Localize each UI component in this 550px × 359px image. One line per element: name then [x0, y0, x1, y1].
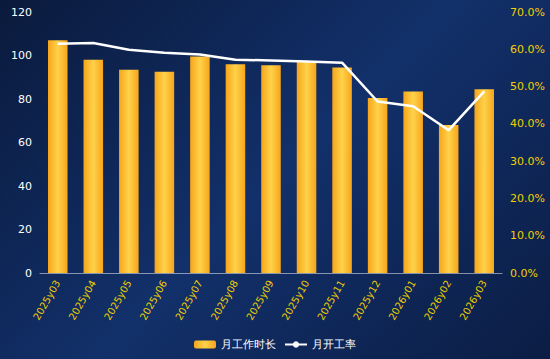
svg-text:2025y11: 2025y11	[315, 278, 347, 322]
svg-text:2025y08: 2025y08	[209, 278, 241, 322]
svg-text:50.0%: 50.0%	[510, 80, 545, 93]
svg-text:10.0%: 10.0%	[510, 229, 545, 242]
svg-text:120: 120	[11, 6, 32, 19]
svg-text:2026y01: 2026y01	[386, 278, 418, 322]
svg-text:2025y06: 2025y06	[138, 278, 170, 322]
svg-text:2026y03: 2026y03	[457, 278, 489, 322]
svg-text:60.0%: 60.0%	[510, 43, 545, 56]
svg-text:30.0%: 30.0%	[510, 155, 545, 168]
svg-text:20.0%: 20.0%	[510, 192, 545, 205]
svg-text:0: 0	[25, 267, 32, 280]
svg-text:100: 100	[11, 49, 32, 62]
svg-text:20: 20	[18, 223, 32, 236]
svg-text:2025y09: 2025y09	[244, 278, 276, 322]
svg-text:2025y12: 2025y12	[351, 278, 383, 322]
svg-text:40.0%: 40.0%	[510, 117, 545, 130]
svg-text:2026y02: 2026y02	[422, 278, 454, 322]
svg-text:60: 60	[18, 136, 32, 149]
svg-text:月开工率: 月开工率	[312, 338, 356, 351]
svg-text:月工作时长: 月工作时长	[221, 338, 276, 351]
svg-text:2025y04: 2025y04	[67, 278, 99, 322]
svg-text:70.0%: 70.0%	[510, 6, 545, 19]
svg-text:2025y03: 2025y03	[31, 278, 63, 322]
svg-text:0.0%: 0.0%	[510, 267, 538, 280]
svg-text:2025y07: 2025y07	[173, 278, 205, 322]
svg-text:2025y10: 2025y10	[280, 278, 312, 322]
svg-text:80: 80	[18, 93, 32, 106]
svg-text:40: 40	[18, 180, 32, 193]
svg-text:2025y05: 2025y05	[102, 278, 134, 322]
